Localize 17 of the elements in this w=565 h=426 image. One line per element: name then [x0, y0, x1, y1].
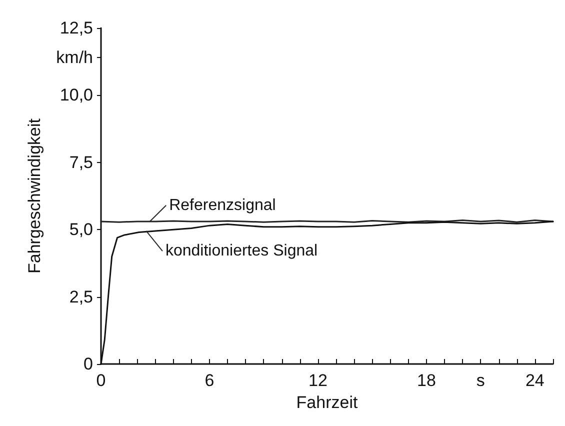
- x-tick-label: s: [476, 371, 485, 390]
- y-axis-title: Fahrgeschwindigkeit: [25, 118, 44, 274]
- y-tick-label: 10,0: [60, 86, 93, 105]
- x-tick-label: 12: [308, 371, 328, 390]
- x-axis-title: Fahrzeit: [296, 393, 358, 412]
- y-tick-label: 7,5: [69, 152, 93, 172]
- y-tick-label: 12,5: [60, 18, 93, 38]
- x-tick-label: 18: [416, 371, 436, 390]
- y-tick-label: 0: [84, 354, 93, 374]
- annotation: Referenzsignal: [169, 196, 276, 214]
- y-tick-label: 5,0: [69, 220, 93, 240]
- annotation: konditioniertes Signal: [165, 242, 318, 260]
- x-tick-label: 6: [204, 371, 214, 390]
- x-tick-label: 24: [525, 371, 544, 390]
- y-tick-label: 2,5: [69, 287, 93, 306]
- y-tick-label: km/h: [56, 48, 93, 68]
- x-tick-label: 0: [96, 371, 106, 390]
